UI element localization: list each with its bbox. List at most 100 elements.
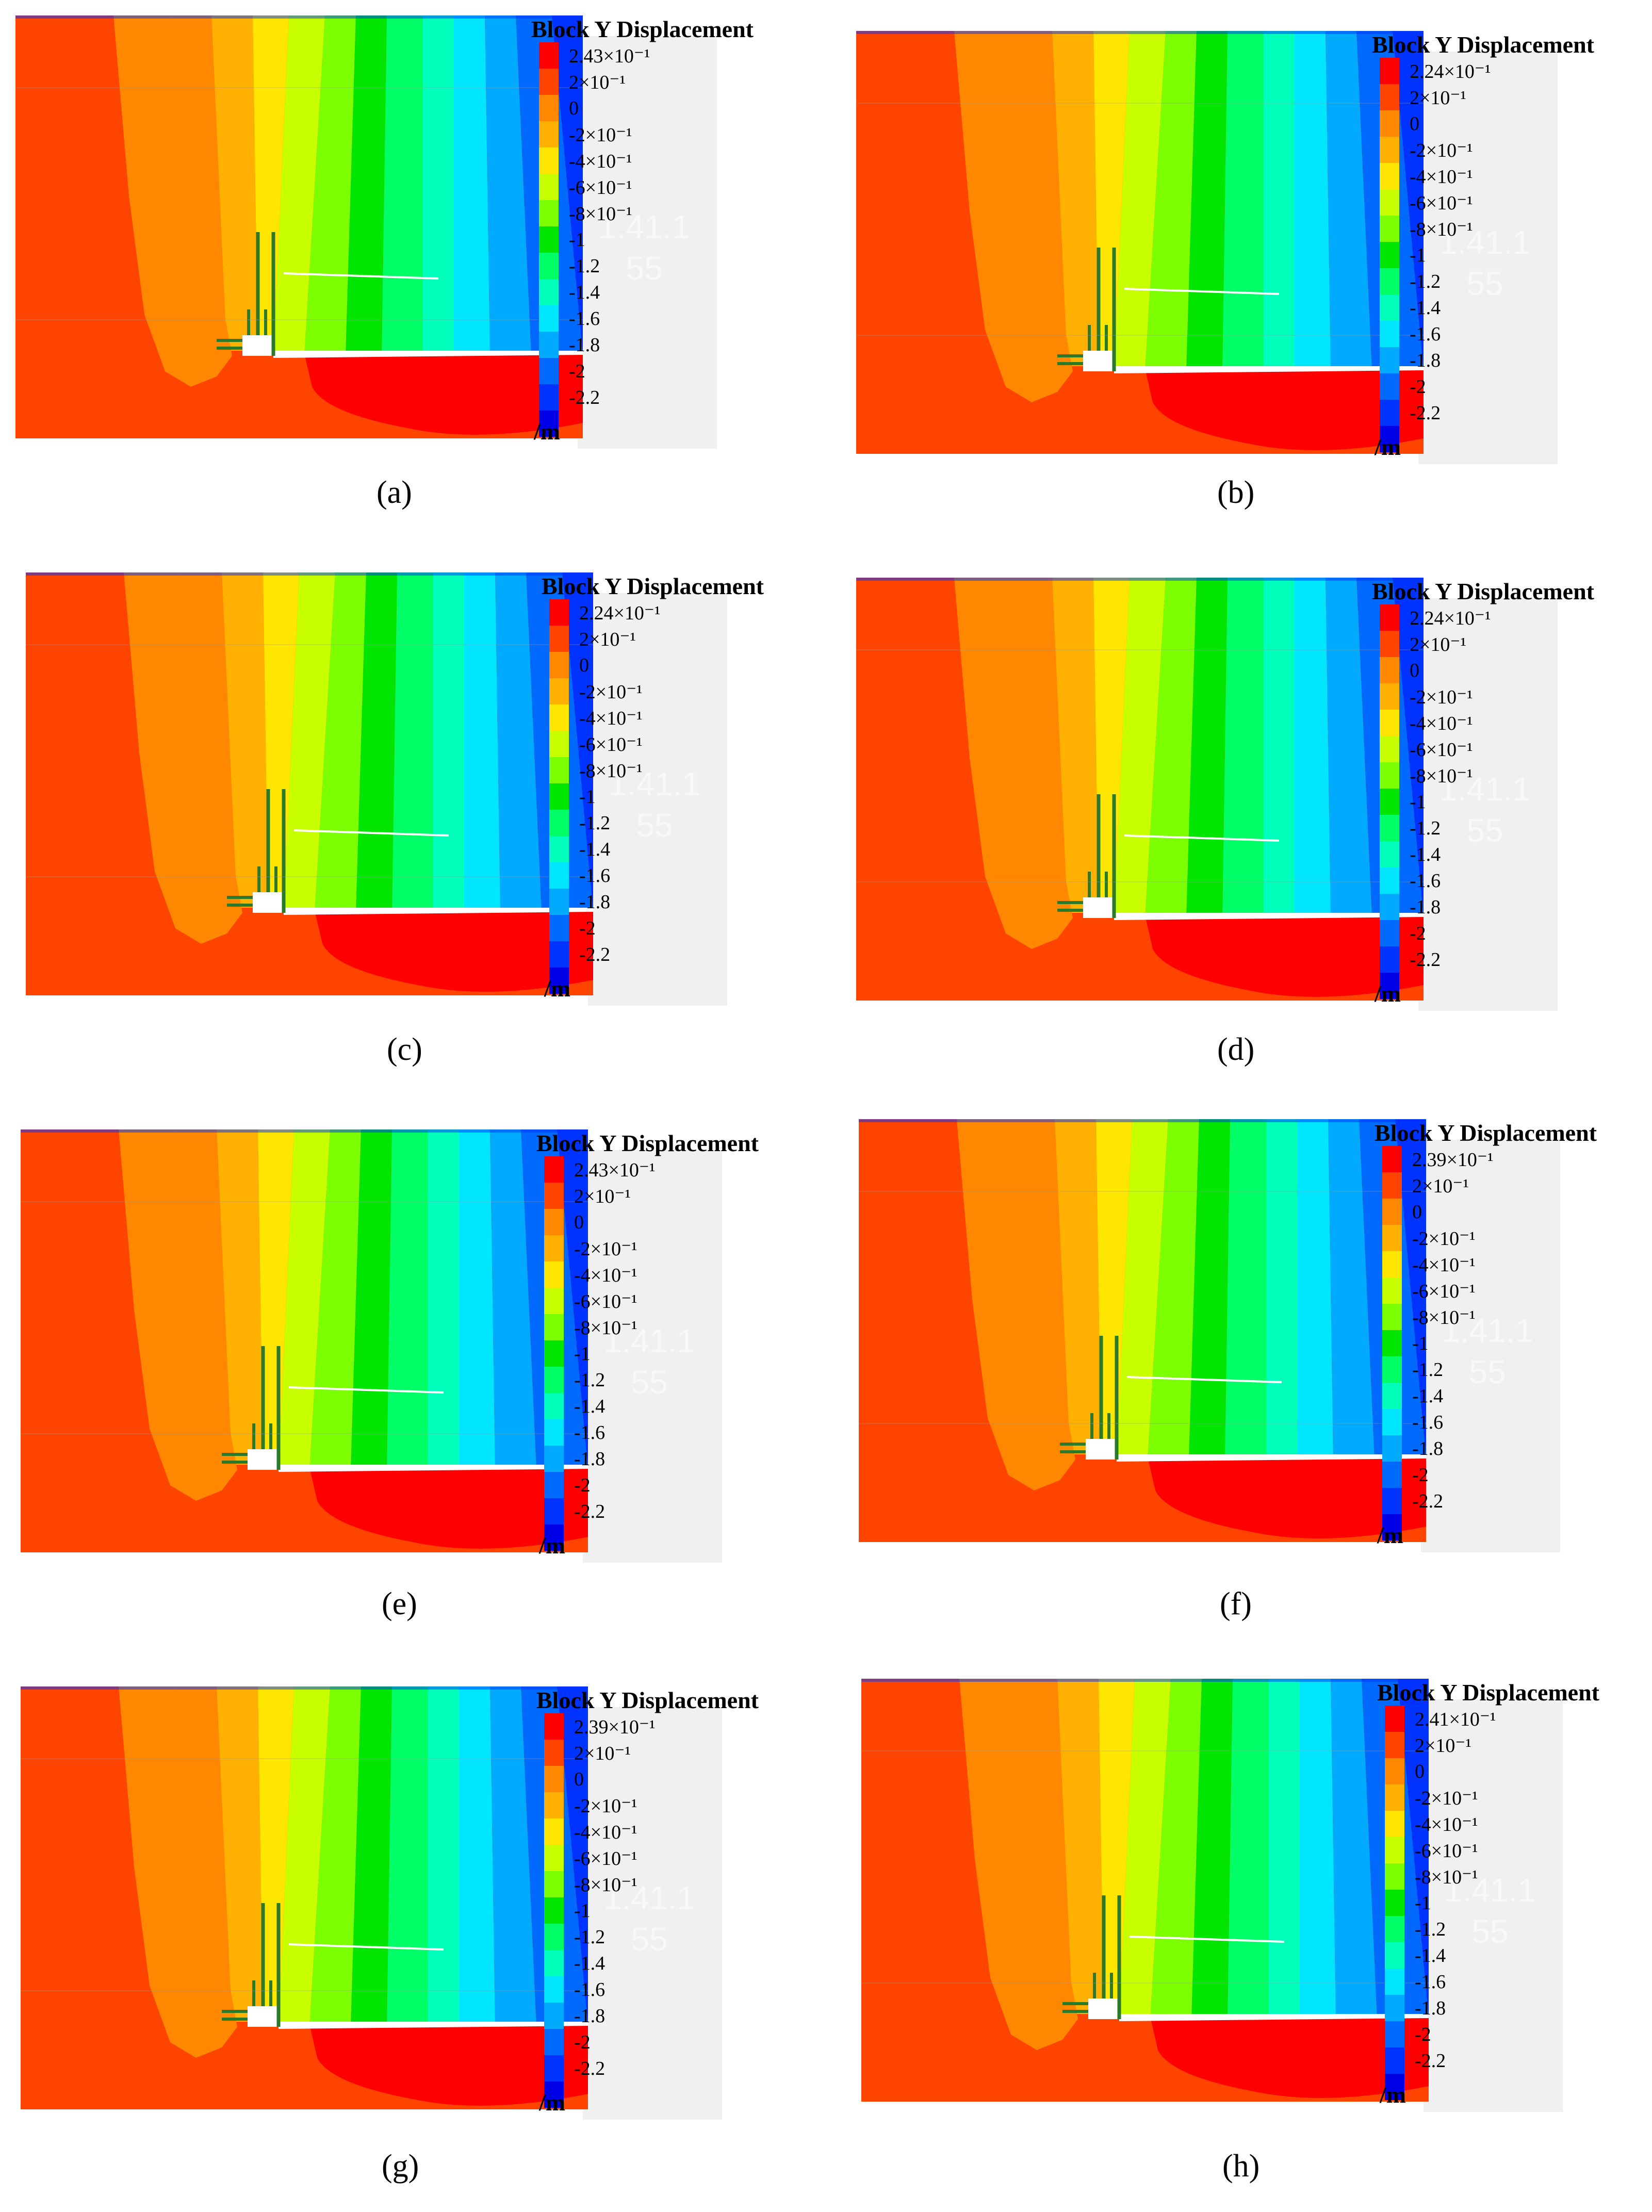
legend-tick-label: 0 — [1410, 113, 1419, 135]
roadway-opening — [1083, 897, 1113, 918]
contour-band — [258, 1686, 294, 2027]
legend-swatch — [1380, 604, 1399, 631]
panel-d: 1.41.1 55 Block Y Displacement 2.24×10⁻¹ … — [856, 578, 1652, 1093]
legend-swatch — [1385, 1995, 1404, 2021]
legend-swatch — [544, 1924, 564, 1950]
panel-caption-e: (e) — [382, 1586, 417, 1621]
legend-swatch — [549, 836, 569, 862]
orange-lobe — [119, 1129, 237, 1501]
legend-tick-label: 0 — [1410, 660, 1419, 681]
legend-swatch — [1380, 657, 1399, 683]
legend-tick-label: -6×10⁻¹ — [1415, 1840, 1478, 1862]
contour-band — [1395, 1119, 1426, 1460]
legend-row: -1.2 — [544, 1367, 730, 1393]
contour-band — [1150, 1679, 1202, 2019]
legend-swatch — [1380, 321, 1399, 347]
legend-tick-label: -4×10⁻¹ — [1410, 713, 1473, 734]
watermark: 1.41.1 55 — [1444, 1872, 1536, 1950]
legend-tick-label: -1.4 — [1415, 1945, 1446, 1967]
legend-swatch — [544, 2055, 564, 2082]
contour-band — [315, 572, 366, 913]
legend-tick-label: -1.6 — [579, 865, 611, 887]
legend-swatch — [544, 1525, 564, 1551]
legend-tick-label: -2×10⁻¹ — [574, 1238, 637, 1260]
color-legend: 2.39×10⁻¹ 2×10⁻¹ 0 -2×10⁻¹ -4×10⁻¹ -6×10… — [1382, 1146, 1568, 1541]
legend-title: Block Y Displacement — [542, 573, 764, 599]
panel-e: 1.41.1 55 Block Y Displacement 2.43×10⁻¹ … — [21, 1129, 825, 1645]
legend-tick-label: -2.2 — [574, 1501, 606, 1522]
legend-row: 2.43×10⁻¹ — [544, 1156, 730, 1183]
legend-tick-label: -1.2 — [1415, 1919, 1446, 1940]
legend-swatch — [544, 2003, 564, 2029]
panel-caption-a: (a) — [377, 475, 412, 510]
contour-band — [273, 15, 325, 356]
legend-swatch — [1382, 1488, 1402, 1514]
legend-row: -2 — [549, 915, 735, 941]
legend-tick-label: -1 — [569, 229, 585, 251]
contour-band — [428, 1686, 459, 2027]
legend-row: -1.4 — [539, 279, 725, 305]
legend-swatch — [1382, 1435, 1402, 1462]
legend-tick-label: 2.41×10⁻¹ — [1415, 1709, 1496, 1730]
contour-band — [217, 1129, 263, 1470]
legend-tick-label: -1 — [574, 1900, 591, 1922]
legend-tick-label: 2×10⁻¹ — [1410, 87, 1466, 109]
legend-tick-label: -1.4 — [574, 1953, 606, 1974]
legend-swatch — [1380, 920, 1399, 946]
legend-row: -4×10⁻¹ — [544, 1261, 730, 1288]
orange-lobe — [954, 31, 1073, 402]
legend-tick-label: -1 — [579, 786, 596, 808]
legend-row: -1 — [1385, 1890, 1571, 1916]
legend-tick-label: -2 — [574, 2031, 591, 2053]
legend-swatch — [544, 1288, 564, 1314]
legend-row: -1.4 — [1380, 294, 1565, 321]
legend-swatch — [1385, 1758, 1404, 1784]
legend-row: -1.8 — [1382, 1435, 1568, 1462]
legend-swatch — [1380, 163, 1399, 189]
color-legend: 2.24×10⁻¹ 2×10⁻¹ 0 -2×10⁻¹ -4×10⁻¹ -6×10… — [1380, 604, 1565, 999]
legend-title: Block Y Displacement — [531, 16, 754, 42]
legend-row: -1.8 — [544, 1446, 730, 1472]
legend-row: -1.2 — [1385, 1916, 1571, 1942]
legend-tick-label: -8×10⁻¹ — [569, 203, 632, 225]
legend-swatch — [539, 305, 559, 332]
legend-tick-label: -4×10⁻¹ — [569, 151, 632, 172]
legend-swatch — [1380, 815, 1399, 841]
legend-row: -1 — [544, 1897, 730, 1924]
legend-tick-label: -1.4 — [1410, 844, 1441, 865]
legend-tick-label: -1.6 — [1410, 323, 1441, 345]
legend-tick-label: -2 — [1410, 923, 1426, 944]
legend-tick-label: -1.2 — [1410, 817, 1441, 839]
legend-swatch — [544, 1235, 564, 1261]
panel-h: 1.41.1 55 Block Y Displacement 2.41×10⁻¹ … — [861, 1679, 1652, 2194]
contour-plot-svg — [21, 1686, 588, 2109]
legend-tick-label: -6×10⁻¹ — [1410, 739, 1473, 761]
legend-row: -1.6 — [1380, 867, 1565, 894]
legend-swatch — [544, 1818, 564, 1845]
legend-tick-label: 2.24×10⁻¹ — [1410, 608, 1491, 629]
contour-band — [557, 1129, 588, 1470]
legend-swatch — [539, 121, 559, 148]
legend-row: 0 — [1380, 657, 1565, 683]
legend-tick-label: -4×10⁻¹ — [1412, 1254, 1476, 1276]
legend-row: -8×10⁻¹ — [1382, 1304, 1568, 1330]
legend-swatch — [544, 1792, 564, 1818]
legend-row: -8×10⁻¹ — [544, 1314, 730, 1340]
legend-swatch — [544, 1446, 564, 1472]
roadway-opening — [253, 892, 283, 913]
legend-swatch — [544, 1261, 564, 1288]
legend-tick-label: 0 — [574, 1211, 584, 1233]
legend-swatch — [1380, 426, 1399, 452]
legend-row: -2.2 — [549, 941, 735, 968]
legend-swatch — [1385, 1969, 1404, 1995]
legend-unit: /m — [539, 2089, 566, 2116]
legend-row: -1.2 — [1380, 268, 1565, 294]
legend-row: -1.2 — [549, 810, 735, 836]
legend-swatch — [1380, 268, 1399, 294]
legend-row: -4×10⁻¹ — [549, 704, 735, 731]
goaf-gap — [1114, 913, 1424, 920]
legend-tick-label: -6×10⁻¹ — [569, 177, 632, 199]
contour-band — [1186, 31, 1228, 371]
legend-tick-label: -2.2 — [1412, 1490, 1444, 1512]
legend-row: -1 — [1380, 242, 1565, 268]
